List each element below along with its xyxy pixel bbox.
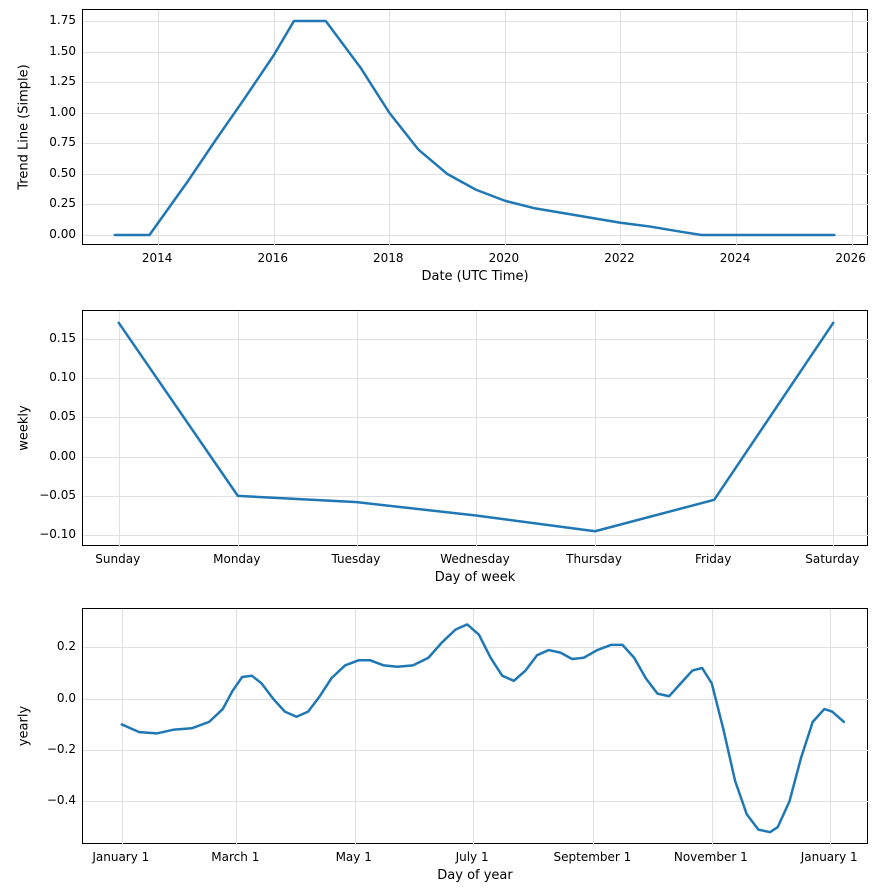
- y-tick-label: 0.0: [57, 691, 76, 705]
- y-tick-label: 1.00: [49, 105, 76, 119]
- x-tick-label: 2014: [142, 251, 173, 265]
- x-tick-label: Thursday: [566, 552, 622, 566]
- x-tick-label: Monday: [213, 552, 260, 566]
- trend-line: [83, 10, 869, 246]
- figure: 2014 2016 2018 2020 2022 2024 2026 0.00 0.25 0.50…: [0, 0, 886, 890]
- weekly-plot-area: [82, 310, 868, 546]
- x-tick-label: March 1: [211, 850, 259, 864]
- y-tick-label: 0.15: [49, 331, 76, 345]
- yearly-plot-area: [82, 608, 868, 844]
- x-tick-label: 2020: [489, 251, 520, 265]
- weekly-line: [83, 311, 869, 547]
- weekly-ylabel: weekly: [17, 405, 32, 450]
- weekly-xlabel: Day of week: [435, 570, 516, 585]
- y-tick-label: 1.75: [49, 13, 76, 27]
- x-tick-label: Saturday: [805, 552, 859, 566]
- x-tick-label: 2016: [257, 251, 288, 265]
- x-tick-label: January 1: [92, 850, 149, 864]
- x-tick-label: September 1: [554, 850, 632, 864]
- x-tick-label: Friday: [695, 552, 731, 566]
- x-tick-label: Tuesday: [331, 552, 380, 566]
- y-tick-label: 0.2: [57, 639, 76, 653]
- y-tick-label: −0.4: [47, 793, 76, 807]
- x-tick-label: May 1: [336, 850, 372, 864]
- y-tick-label: −0.2: [47, 742, 76, 756]
- y-tick-label: −0.10: [39, 527, 76, 541]
- x-tick-label: July 1: [456, 850, 489, 864]
- x-tick-label: 2018: [373, 251, 404, 265]
- x-tick-label: Sunday: [95, 552, 140, 566]
- y-tick-label: 0.25: [49, 196, 76, 210]
- yearly-ylabel: yearly: [17, 706, 32, 746]
- trend-plot-area: [82, 9, 868, 245]
- y-tick-label: 1.25: [49, 74, 76, 88]
- y-tick-label: 0.00: [49, 227, 76, 241]
- y-tick-label: 0.50: [49, 166, 76, 180]
- x-tick-label: 2026: [835, 251, 866, 265]
- y-tick-label: 0.10: [49, 370, 76, 384]
- y-tick-label: 0.00: [49, 449, 76, 463]
- yearly-xlabel: Day of year: [437, 868, 512, 883]
- x-tick-label: 2022: [604, 251, 635, 265]
- y-tick-label: 1.50: [49, 44, 76, 58]
- y-tick-label: −0.05: [39, 488, 76, 502]
- y-tick-label: 0.75: [49, 135, 76, 149]
- x-tick-label: Wednesday: [440, 552, 509, 566]
- yearly-line: [83, 609, 869, 845]
- y-tick-label: 0.05: [49, 409, 76, 423]
- trend-ylabel: Trend Line (Simple): [17, 64, 32, 189]
- x-tick-label: January 1: [801, 850, 858, 864]
- x-tick-label: 2024: [720, 251, 751, 265]
- x-tick-label: November 1: [674, 850, 748, 864]
- trend-xlabel: Date (UTC Time): [421, 269, 528, 284]
